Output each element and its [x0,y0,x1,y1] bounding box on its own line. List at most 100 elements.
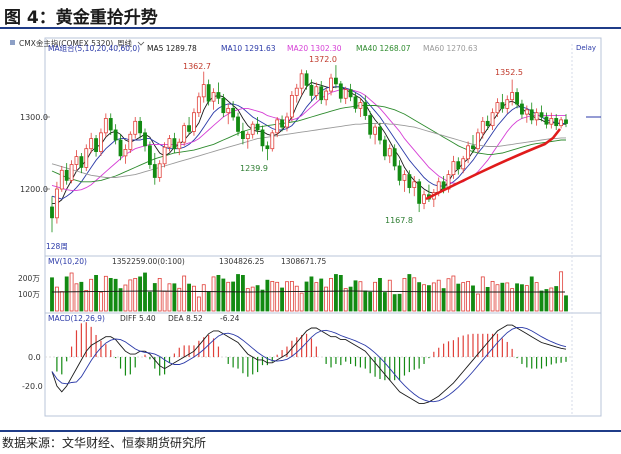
volume-bar [255,285,260,312]
volume-bar [402,277,407,312]
candle [54,188,59,219]
candle [417,181,422,204]
volume-bar [94,274,98,312]
candle [348,89,353,98]
period-selector[interactable]: 周线 [117,38,132,48]
candle [294,87,299,96]
candle [84,148,89,168]
chevron-down-icon[interactable] [137,41,145,46]
volume-bar [392,294,397,312]
candle [74,156,79,165]
volume-bar [152,283,157,312]
candle [192,112,196,132]
candle [451,161,456,175]
candle [524,109,529,115]
volume-bar [206,291,211,312]
candle [162,146,167,165]
volume-bar [564,295,568,312]
figure-source: 数据来源：文华财经、恒泰期货研究所 [2,436,207,450]
ma60-label: MA60 1270.63 [423,44,478,53]
volume-bar [74,283,79,312]
mv-label: MV(10,20) [48,257,87,266]
axis-tick-label-1200: 1200.0 [20,185,48,194]
volume-bars [50,271,568,312]
instrument-label[interactable]: CMX金主指(COMEX 5320) [19,38,113,48]
macd-legend: MACD(12,26,9) DIFF 5.40 DEA 8.52 -6.24 0… [22,314,240,391]
candle [143,132,147,147]
volume-bar [412,277,417,312]
volume-bar [147,291,152,312]
volume-bar [177,287,182,312]
candle [319,86,324,101]
volume-bar [182,275,187,312]
volume-bar [329,277,333,312]
candle [529,109,534,121]
candle [373,126,378,135]
candle [461,158,466,170]
volume-bar [427,285,431,312]
macd-label: MACD(12,26,9) [48,314,105,323]
candle [133,120,138,135]
candle [505,99,510,109]
source-divider [0,430,621,432]
volume-bar [128,279,133,312]
mv10-value: 1304826.25 [219,257,265,266]
candle [255,123,260,131]
candle [64,169,69,181]
volume-bar [123,284,128,312]
volume-bar [138,276,143,312]
candle [544,116,549,125]
candlestick-chart-widget: CMX金主指(COMEX 5320) 周线 Delay MA组合(5,10,20… [10,37,602,417]
volume-bar [475,293,480,312]
delay-button[interactable]: Delay [576,44,596,52]
volume-bar [265,279,270,312]
candle [245,133,250,139]
volume-bar [157,277,162,312]
volume-bar [524,285,529,312]
volume-axis-100: 100万 [18,290,40,299]
candle [485,120,490,127]
candle [378,126,382,141]
volume-bar [319,278,324,312]
volume-bar [338,274,343,312]
volume-bar [167,283,172,312]
macd-value: -6.24 [220,314,240,323]
ma-line-ma40 [51,105,566,183]
candle [412,181,417,188]
volume-bar [534,282,539,312]
ma-legend: MA组合(5,10,20,40,60,0) MA5 1289.78 MA10 1… [48,43,478,53]
candle [554,118,559,127]
volume-bar [50,277,54,312]
candle [466,145,471,160]
candle [534,112,539,121]
candle [236,116,240,132]
volume-bar [422,284,426,312]
candle [50,206,54,219]
mv20-value: 1308671.75 [281,257,327,266]
volume-bar [54,286,59,312]
volume-bar [231,281,236,312]
volume-bar [456,283,461,312]
candle [280,119,284,128]
volume-bar [162,290,167,312]
volume-bar [549,287,554,312]
candle [353,96,358,109]
trend-line [425,128,562,201]
period-count-label: 128周 [46,242,68,251]
volume-bar [515,283,519,312]
chart-menu-icon[interactable] [10,40,15,45]
volume-bar [216,274,221,312]
volume-bar [373,281,378,312]
candle [250,123,255,135]
volume-bar [363,290,368,312]
candle [187,125,191,132]
candle [275,119,280,134]
candle [123,149,128,157]
candle [402,174,407,181]
candle [539,112,544,118]
volume-bar [554,286,559,312]
volume-bar [260,289,265,312]
candle [270,132,275,150]
macd-dif-line [51,324,567,404]
volume-bar [245,288,250,312]
